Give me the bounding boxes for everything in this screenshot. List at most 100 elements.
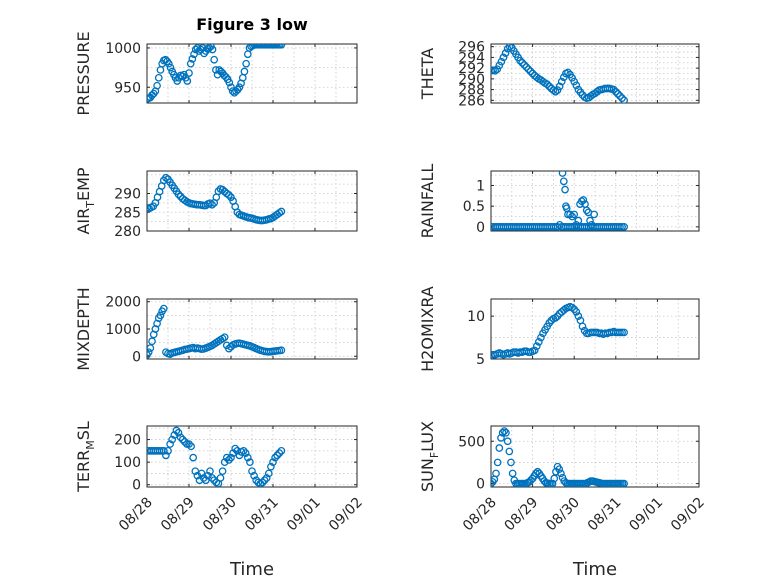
x-tick-label: 09/01 xyxy=(626,495,666,535)
series-markers xyxy=(491,171,628,231)
y-tick-label: 290 xyxy=(114,187,141,203)
series-markers xyxy=(491,302,628,359)
data-point xyxy=(204,471,212,480)
x-tick-label: 08/29 xyxy=(502,495,542,535)
y-tick-label: 280 xyxy=(114,224,141,240)
y-tick-label: 1000 xyxy=(105,322,141,338)
data-point xyxy=(241,449,250,457)
data-point xyxy=(557,469,565,478)
subplot-1: 950 1000 PRESSURE Figure 3 low xyxy=(74,15,358,116)
data-point xyxy=(258,478,267,487)
data-point xyxy=(502,428,510,437)
data-point xyxy=(526,67,535,76)
data-point xyxy=(578,322,587,331)
x-tick-label: 09/01 xyxy=(284,495,324,535)
data-point xyxy=(508,469,517,478)
data-point xyxy=(242,59,250,68)
y-tick-label: 286 xyxy=(458,93,485,109)
data-point xyxy=(549,86,558,94)
data-point xyxy=(503,437,512,446)
data-point xyxy=(545,82,554,91)
x-tick-label: 08/30 xyxy=(543,495,583,535)
data-point xyxy=(590,210,599,219)
data-point xyxy=(497,434,505,442)
data-point xyxy=(185,69,193,77)
data-point xyxy=(187,442,195,451)
data-point xyxy=(240,67,249,76)
data-point xyxy=(501,49,510,57)
x-tick-label: 09/02 xyxy=(668,495,708,535)
subplot-4: 0 0.5 1 RAINFALL xyxy=(418,164,700,238)
y-axis-label: AIRTEMP xyxy=(74,167,97,234)
data-point xyxy=(611,87,620,96)
data-point xyxy=(153,81,161,90)
y-tick-label: 296 xyxy=(458,40,485,56)
y-tick-label: 5 xyxy=(476,352,485,368)
data-point xyxy=(620,223,628,231)
data-point xyxy=(551,314,560,322)
x-tick-label: 08/31 xyxy=(242,495,282,535)
data-point xyxy=(216,474,225,482)
data-point xyxy=(212,66,220,74)
data-point xyxy=(620,479,628,487)
y-tick-label: 950 xyxy=(114,80,141,96)
y-tick-label: 292 xyxy=(458,61,485,77)
x-tick-label: 09/02 xyxy=(326,495,366,535)
x-tick-label: 08/28 xyxy=(116,495,156,535)
data-point xyxy=(507,458,515,467)
data-point xyxy=(176,433,185,442)
data-point xyxy=(250,471,258,480)
data-point xyxy=(269,458,277,466)
y-tick-label: 200 xyxy=(114,433,141,449)
data-point xyxy=(572,308,581,316)
data-point xyxy=(550,474,559,483)
plot-area xyxy=(491,426,699,487)
series-markers xyxy=(491,44,628,103)
data-point xyxy=(159,447,168,455)
y-tick-label: 0.5 xyxy=(463,199,485,215)
data-point xyxy=(543,80,552,89)
data-point xyxy=(620,96,628,103)
data-point xyxy=(587,220,596,229)
data-point xyxy=(568,73,576,82)
data-point xyxy=(243,453,252,462)
data-point xyxy=(524,65,533,74)
data-point xyxy=(227,83,235,92)
y-axis-label: TERRMSL xyxy=(74,421,97,493)
data-point xyxy=(154,73,163,82)
data-point xyxy=(220,333,229,342)
axes-frame xyxy=(490,170,700,232)
data-point xyxy=(225,78,234,87)
data-point xyxy=(218,185,227,194)
data-point xyxy=(277,44,286,49)
data-point xyxy=(199,474,208,482)
data-point xyxy=(620,328,628,337)
subplot-7: 0 100 200 08/28 08/29 08/30 08/31 09/01 09/02 Tim… xyxy=(74,421,366,580)
chart-title: Figure 3 low xyxy=(196,15,308,34)
y-tick-label: 100 xyxy=(114,455,141,471)
y-tick-label: 1000 xyxy=(105,41,141,57)
data-point xyxy=(174,428,183,437)
series-markers xyxy=(147,44,286,103)
data-point xyxy=(277,346,286,355)
data-point xyxy=(574,312,583,320)
x-axis-label: Time xyxy=(572,559,617,580)
x-tick-label: 08/29 xyxy=(158,495,198,535)
data-point xyxy=(593,87,601,96)
data-point xyxy=(166,440,174,448)
data-point xyxy=(264,469,273,478)
y-tick-label: 0 xyxy=(132,349,141,365)
data-point xyxy=(528,69,537,78)
y-tick-label: 288 xyxy=(458,83,485,99)
data-point xyxy=(548,479,557,487)
data-point xyxy=(275,449,284,457)
data-point xyxy=(176,192,185,201)
data-point xyxy=(172,426,181,435)
data-point xyxy=(516,56,524,65)
series-markers xyxy=(147,426,286,487)
data-point xyxy=(164,447,172,455)
plot-area xyxy=(491,171,699,231)
data-point xyxy=(574,216,583,225)
